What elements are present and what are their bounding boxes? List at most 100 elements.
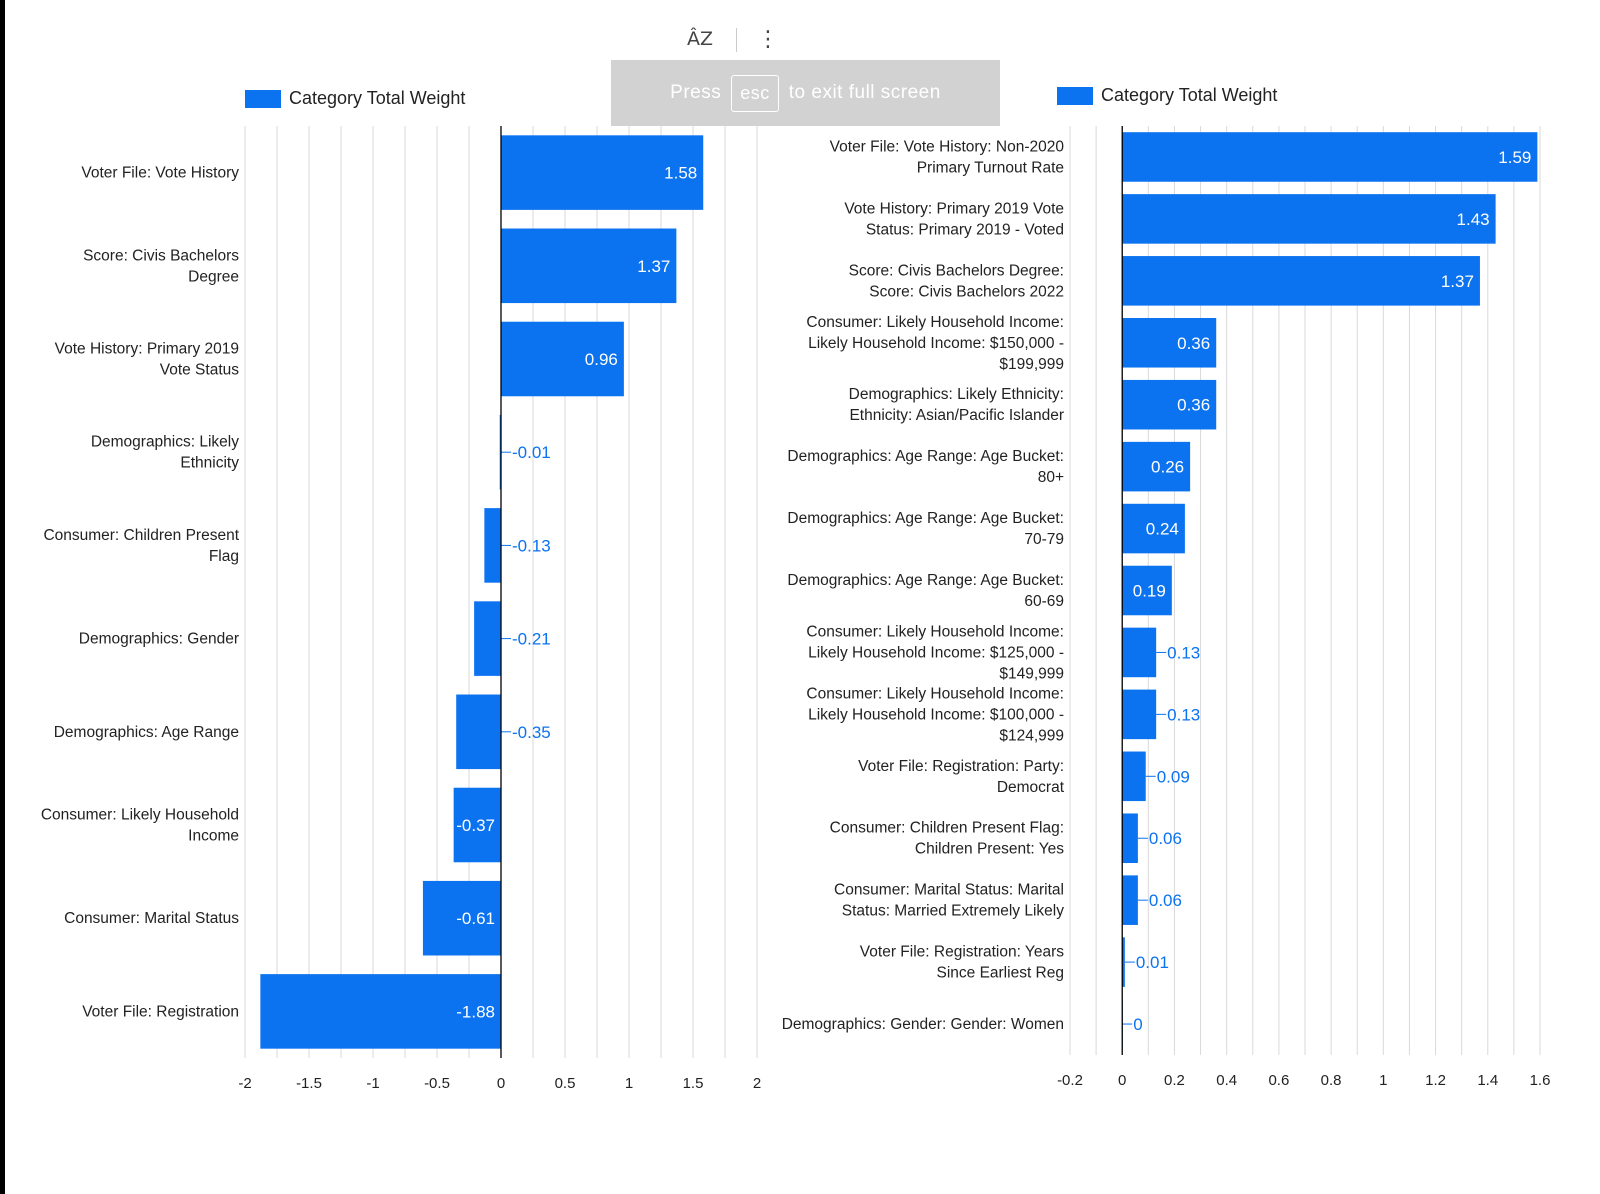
category-label-line: Voter File: Vote History: Non-2020 (830, 138, 1065, 155)
category-label: Demographics: Age Range (54, 724, 239, 741)
bar (1122, 503, 1185, 554)
data-label: 1.37 (1441, 272, 1474, 291)
category-label-line: Vote History: Primary 2019 (55, 341, 239, 358)
x-tick-label: -0.2 (1057, 1072, 1083, 1089)
data-label: 0.13 (1167, 705, 1200, 724)
report-canvas: -2 -1.5 -1 -0.5 0 0.5 1 1.5 2 Voter File: Vote Hi… (5, 0, 1600, 1194)
category-label: Consumer: Children Present Flag: Children… (830, 820, 1065, 858)
toolbar-divider (736, 28, 737, 52)
category-label-line: $199,999 (999, 356, 1064, 373)
sort-icon[interactable]: ÂZ (687, 28, 714, 50)
category-label-line: Voter File: Registration: Years (860, 944, 1064, 961)
category-label-line: Likely Household Income: $100,000 - (808, 706, 1064, 723)
legend-swatch (245, 89, 281, 108)
category-label-line: Demographics: Age Range: Age Bucket: (787, 448, 1064, 465)
category-label: Demographics: Gender (79, 631, 239, 648)
x-tick-label: 1.6 (1530, 1072, 1551, 1089)
category-label-line: Voter File: Registration (82, 1003, 239, 1020)
bar (1122, 194, 1496, 244)
category-label: Demographics: Age Range: Age Bucket: 70-7… (787, 510, 1064, 548)
data-label: 0.09 (1157, 767, 1190, 786)
x-tick-label: 2 (753, 1075, 761, 1092)
data-label: 0.19 (1133, 582, 1166, 601)
category-label-line: Consumer: Children Present Flag: (830, 820, 1064, 837)
data-label: -0.35 (512, 723, 551, 742)
category-label-line: Voter File: Vote History (81, 165, 239, 182)
bar (501, 135, 704, 210)
x-tick-label: 0.6 (1268, 1072, 1289, 1089)
category-label: Consumer: Marital Status (64, 910, 239, 927)
category-label-line: Demographics: Age Range: Age Bucket: (787, 572, 1064, 589)
category-label: Voter File: Vote History (81, 165, 239, 182)
category-label: Vote History: Primary 2019 Vote Status: P… (844, 200, 1064, 238)
x-tick-label: -0.5 (424, 1075, 450, 1092)
x-tick-label: 1.2 (1425, 1072, 1446, 1089)
bar (1122, 317, 1217, 368)
category-label-line: Ethnicity: Asian/Pacific Islander (849, 407, 1064, 424)
category-label-line: Demographics: Age Range (54, 724, 239, 741)
data-label: 0.24 (1146, 520, 1179, 539)
right-bar-chart: -0.2 0 0.2 0.4 0.6 0.8 1 1.2 1.4 1.6 Voter File: V… (782, 126, 1551, 1089)
x-tick-label: 0.2 (1164, 1072, 1185, 1089)
data-label: 0.06 (1149, 891, 1182, 910)
data-label: -0.13 (512, 536, 551, 555)
data-label: -0.01 (512, 443, 551, 462)
category-label: Consumer: Likely Household Income: Likely… (806, 314, 1064, 373)
left-chart-legend[interactable]: Category Total Weight (245, 88, 465, 109)
bar (1122, 813, 1138, 864)
category-label-line: Democrat (997, 779, 1065, 796)
category-label-line: Score: Civis Bachelors (83, 247, 239, 264)
category-label-line: Status: Married Extremely Likely (842, 903, 1064, 920)
legend-label: Category Total Weight (289, 88, 466, 108)
category-label-line: Consumer: Children Present (43, 527, 239, 544)
data-label: 0.36 (1177, 396, 1210, 415)
bar (260, 974, 501, 1049)
category-label-line: Flag (209, 548, 239, 565)
x-tick-label: 0 (497, 1075, 505, 1092)
bar (422, 880, 501, 956)
category-label-line: Degree (188, 268, 239, 285)
x-tick-label: 0.5 (555, 1075, 576, 1092)
category-label-line: Status: Primary 2019 - Voted (866, 221, 1064, 238)
category-label-line: Consumer: Likely Household Income: (806, 314, 1064, 331)
category-label: Consumer: Children Present Flag (43, 527, 239, 565)
data-label: 0.13 (1167, 643, 1200, 662)
category-label: Demographics: Gender: Gender: Women (782, 1016, 1064, 1033)
more-options-icon[interactable]: ⋮ (757, 27, 779, 52)
category-label-line: Likely Household Income: $150,000 - (808, 335, 1064, 352)
category-label: Voter File: Registration: Years Since Ear… (860, 944, 1064, 982)
category-label-line: Primary Turnout Rate (917, 159, 1064, 176)
x-tick-label: 0 (1118, 1072, 1126, 1089)
bar (456, 694, 501, 770)
bar (1122, 627, 1157, 678)
category-label-line: 80+ (1038, 469, 1064, 486)
bar (1122, 689, 1157, 740)
toast-suffix: to exit full screen (788, 82, 941, 103)
bar (484, 508, 501, 583)
category-label: Voter File: Vote History: Non-2020 Primar… (830, 138, 1065, 176)
category-label: Consumer: Marital Status: Marital Status:… (834, 882, 1064, 920)
right-chart-legend[interactable]: Category Total Weight (1057, 85, 1277, 106)
category-label: Demographics: Likely Ethnicity: Ethnicity… (849, 386, 1064, 424)
x-tick-label: 1 (625, 1075, 633, 1092)
x-tick-label: -1.5 (296, 1075, 322, 1092)
category-label: Score: Civis Bachelors Degree (83, 247, 239, 285)
category-label-line: Score: Civis Bachelors 2022 (869, 283, 1064, 300)
x-tick-label: 0.4 (1216, 1072, 1237, 1089)
bar (453, 787, 501, 863)
bar (1122, 875, 1138, 925)
category-label-line: 60-69 (1024, 593, 1064, 610)
category-label: Consumer: Likely Household Income (41, 807, 239, 845)
category-label-line: 70-79 (1024, 531, 1064, 548)
category-label-line: Consumer: Marital Status (64, 910, 239, 927)
category-label-line: Score: Civis Bachelors Degree: (849, 262, 1064, 279)
left-bar-chart: -2 -1.5 -1 -0.5 0 0.5 1 1.5 2 Voter File: Vote Hi… (41, 126, 761, 1092)
data-label: 1.58 (664, 164, 697, 183)
category-label-line: Children Present: Yes (915, 841, 1064, 858)
bar (1122, 441, 1191, 492)
bar (501, 228, 677, 304)
category-label-line: Since Earliest Reg (936, 965, 1064, 982)
bar (1122, 256, 1480, 306)
category-label-line: Consumer: Marital Status: Marital (834, 882, 1064, 899)
data-label: -0.37 (456, 816, 495, 835)
